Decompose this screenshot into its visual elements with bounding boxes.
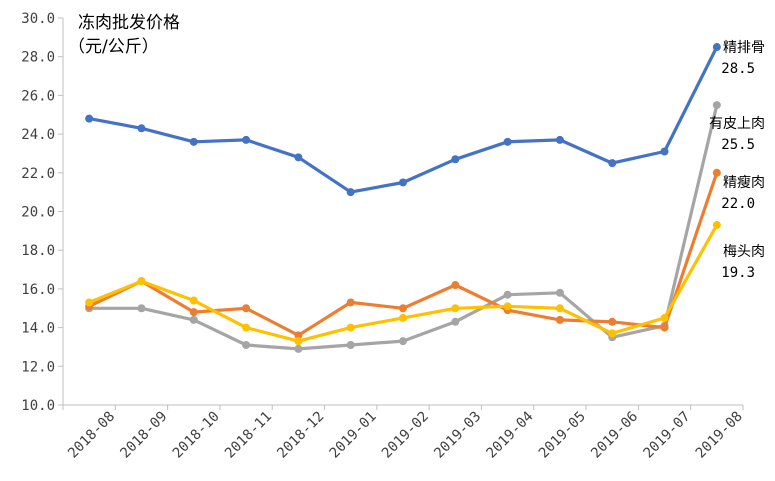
- data-point: [189, 308, 198, 317]
- series-value-label: 22.0: [721, 196, 755, 212]
- y-tick-label: 14.0: [21, 321, 55, 337]
- x-tick-label: 2018-12: [274, 409, 327, 462]
- data-point: [242, 304, 251, 313]
- data-point: [555, 304, 564, 313]
- data-point: [451, 281, 460, 290]
- x-tick-label: 2019-01: [327, 409, 380, 462]
- series-line: [89, 104, 719, 351]
- series-line: [88, 46, 719, 194]
- data-point: [451, 304, 460, 313]
- data-point: [608, 159, 617, 168]
- data-point: [660, 323, 669, 332]
- data-point: [242, 341, 251, 350]
- series-name-label: 有皮上肉: [709, 116, 765, 132]
- x-tick-label: 2018-08: [65, 409, 118, 462]
- data-point: [399, 178, 407, 187]
- data-point: [399, 304, 407, 313]
- y-tick-label: 30.0: [21, 11, 55, 27]
- data-point: [503, 137, 512, 146]
- data-point: [399, 337, 407, 346]
- x-tick-label: 2018-09: [117, 409, 170, 462]
- data-point: [189, 296, 198, 305]
- y-tick-label: 18.0: [21, 243, 55, 259]
- series-value-label: 25.5: [721, 137, 755, 153]
- data-point: [608, 317, 617, 326]
- data-point: [712, 101, 721, 110]
- y-tick-label: 26.0: [21, 88, 55, 104]
- data-point: [85, 114, 94, 123]
- data-point: [712, 221, 721, 230]
- data-point: [399, 313, 407, 322]
- series-2: [85, 168, 721, 340]
- chart-title: 冻肉批发价格: [78, 13, 180, 33]
- y-tick-label: 12.0: [21, 359, 55, 375]
- x-tick-label: 2019-07: [640, 409, 693, 462]
- data-point: [242, 135, 251, 144]
- y-tick-label: 16.0: [21, 282, 55, 298]
- data-point: [712, 43, 721, 52]
- y-tick-label: 22.0: [21, 166, 55, 182]
- series-3: [85, 221, 721, 346]
- chart-subtitle: （元/公斤）: [68, 37, 159, 57]
- data-point: [294, 344, 303, 353]
- y-tick-label: 24.0: [21, 127, 55, 143]
- x-tick-label: 2018-10: [170, 409, 223, 462]
- data-point: [137, 124, 146, 133]
- series-value-label: 28.5: [721, 61, 755, 77]
- series-value-label: 19.3: [721, 265, 755, 281]
- x-tick-label: 2019-03: [431, 409, 484, 462]
- x-tick-label: 2019-04: [484, 409, 537, 462]
- series-layer: [85, 43, 721, 353]
- data-point: [660, 147, 669, 156]
- data-point: [712, 168, 721, 177]
- data-point: [503, 302, 512, 311]
- data-point: [294, 337, 303, 346]
- series-name-label: 梅头肉: [723, 244, 765, 260]
- data-point: [555, 288, 564, 297]
- data-point: [85, 298, 94, 307]
- data-point: [346, 323, 355, 332]
- data-point: [660, 313, 669, 322]
- x-tick-label: 2018-11: [222, 409, 275, 462]
- end-labels: 精排骨 28.5 有皮上肉 25.5 精瘦肉 22.0 梅头肉 19.3: [709, 40, 765, 281]
- y-tick-label: 10.0: [21, 398, 55, 414]
- data-point: [346, 341, 355, 350]
- series-0: [85, 43, 721, 197]
- data-point: [555, 135, 564, 144]
- data-point: [189, 315, 198, 324]
- series-name-label: 精排骨: [723, 40, 765, 56]
- y-tick-label: 20.0: [21, 205, 55, 221]
- series-name-label: 精瘦肉: [723, 174, 765, 191]
- data-point: [346, 188, 355, 197]
- data-point: [137, 304, 146, 313]
- axes: 10.0 12.0 14.0 16.0 18.0 20.0 22.0 24.0 26.0 28.0…: [21, 11, 746, 462]
- x-tick-label: 2019-06: [588, 409, 641, 462]
- data-point: [451, 155, 460, 164]
- x-tick-label: 2019-08: [693, 409, 746, 462]
- data-point: [451, 317, 460, 326]
- data-point: [294, 153, 303, 162]
- data-point: [137, 277, 146, 286]
- data-point: [555, 315, 564, 324]
- y-tick-label: 28.0: [21, 50, 55, 66]
- data-point: [189, 137, 198, 146]
- data-point: [242, 323, 251, 332]
- data-point: [346, 298, 355, 307]
- x-tick-label: 2019-02: [379, 409, 432, 462]
- data-point: [608, 329, 617, 338]
- x-tick-label: 2019-05: [536, 409, 589, 462]
- data-point: [503, 290, 512, 299]
- data-point: [294, 331, 303, 340]
